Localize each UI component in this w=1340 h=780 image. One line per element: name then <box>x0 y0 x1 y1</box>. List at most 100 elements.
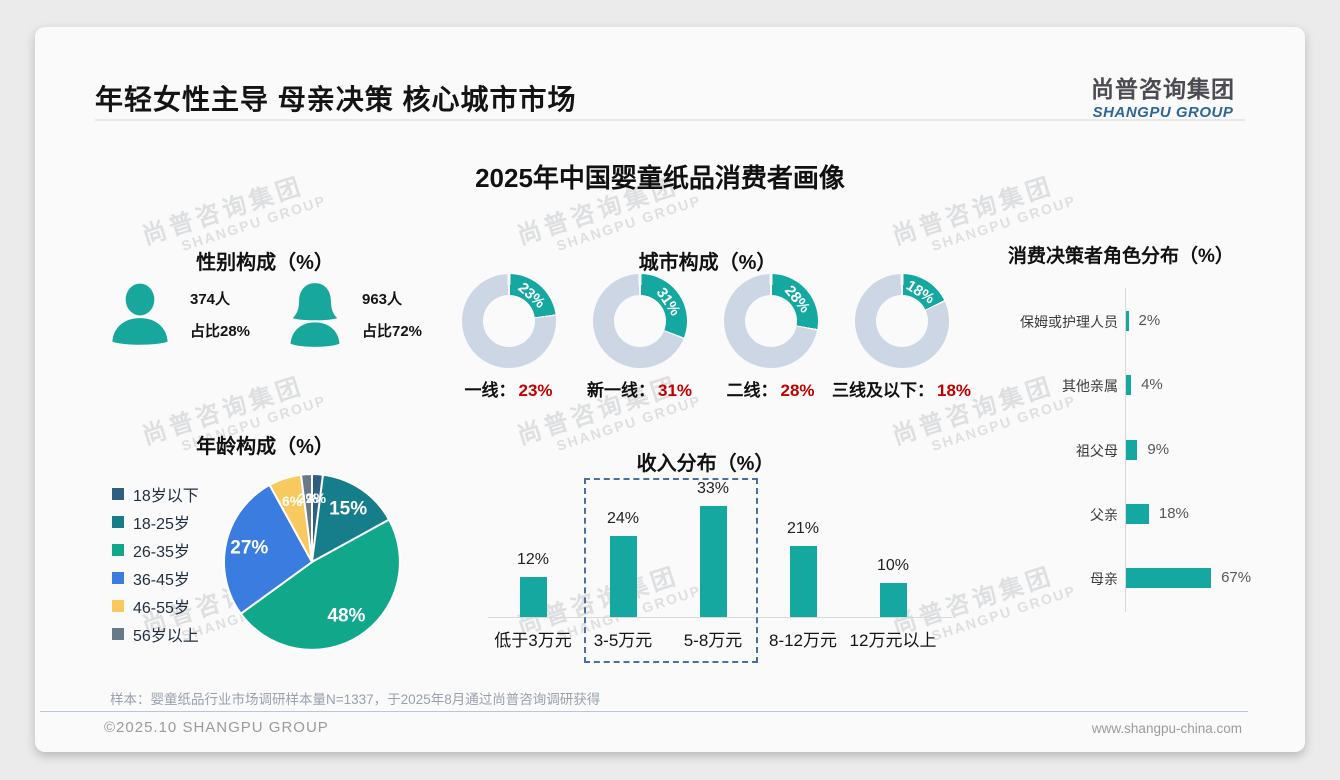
donut-caption-value: 18% <box>936 381 972 400</box>
city-donut: 23% 一线： 23% <box>443 274 574 401</box>
role-bar <box>1126 311 1129 331</box>
income-value: 10% <box>876 557 910 575</box>
role-bar <box>1126 503 1149 524</box>
copyright-text: ©2025.10 SHANGPU GROUP <box>104 719 329 736</box>
footer-divider <box>40 711 1248 712</box>
donut-hole <box>875 295 928 347</box>
age-legend-item: 18-25岁 <box>112 508 199 536</box>
legend-label: 18-25岁 <box>133 516 190 533</box>
donut-ring: 18% <box>854 274 949 368</box>
pie-slice <box>223 483 313 615</box>
city-section-title: 城市构成（%） <box>638 252 777 274</box>
income-bar <box>879 583 907 617</box>
title-divider <box>95 119 1245 121</box>
income-xlabel: 3-5万元 <box>593 631 653 650</box>
decision-bar-chart: 保姆或护理人员 2% 其他亲属 4% 祖父母 9% 父亲 18% 母亲 67% <box>1000 288 1330 612</box>
role-value: 9% <box>1147 440 1170 458</box>
city-donut: 18% 三线及以下： 18% <box>832 274 971 401</box>
donut-caption-value: 23% <box>518 381 553 400</box>
legend-swatch <box>112 600 124 612</box>
role-value: 4% <box>1141 376 1163 394</box>
logo-en-text: SHANGPU GROUP <box>1092 104 1234 121</box>
donut-caption: 新一线： 31% <box>587 376 692 401</box>
legend-label: 56岁以上 <box>133 628 199 645</box>
income-axis-line <box>488 617 952 618</box>
income-section-title: 收入分布（%） <box>636 453 775 475</box>
income-value: 12% <box>516 550 550 568</box>
donut-hole <box>482 295 535 347</box>
decision-section-title: 消费决策者角色分布（%） <box>1008 246 1234 267</box>
pie-slice <box>239 518 401 651</box>
donut-caption-value: 28% <box>780 381 815 400</box>
age-legend: 18岁以下 18-25岁 26-35岁 36-45岁 46-55岁 56岁以上 <box>112 480 199 648</box>
age-legend-item: 56岁以上 <box>112 620 199 648</box>
sample-note: 样本：婴童纸品行业市场调研样本量N=1337，于2025年8月通过尚普咨询调研获… <box>110 692 601 707</box>
pie-slice <box>300 473 313 563</box>
donut-ring: 31% <box>592 274 687 368</box>
gender-section-title: 性别构成（%） <box>196 252 334 274</box>
donut-ring: 23% <box>461 274 556 368</box>
role-label: 祖父母 <box>1076 442 1118 459</box>
role-value: 18% <box>1158 504 1189 522</box>
income-bar <box>699 505 727 617</box>
legend-swatch <box>112 488 124 500</box>
city-donut-row: 23% 一线： 23% 31% 新一线： 31% 28% 二线： 28% 18% 三线及以下： 18% <box>443 274 971 401</box>
income-value: 24% <box>606 510 640 528</box>
donut-caption-label: 新一线： <box>586 381 655 400</box>
income-value: 33% <box>696 479 730 497</box>
donut-caption-label: 二线： <box>726 381 778 400</box>
city-donut: 28% 二线： 28% <box>705 274 836 401</box>
age-legend-item: 46-55岁 <box>112 592 199 620</box>
role-value: 2% <box>1138 312 1161 329</box>
decision-axis-line <box>1125 288 1126 612</box>
female-icon <box>281 281 349 356</box>
income-xlabel: 低于3万元 <box>494 631 572 650</box>
age-section-title: 年龄构成（%） <box>196 436 334 458</box>
legend-label: 18岁以下 <box>133 488 199 505</box>
legend-label: 46-55岁 <box>133 600 190 617</box>
income-highlight-box <box>584 478 758 663</box>
age-legend-item: 26-35岁 <box>112 536 199 564</box>
income-bar <box>609 536 637 617</box>
income-xlabel: 5-8万元 <box>683 631 743 650</box>
income-bar <box>789 546 817 617</box>
role-bar <box>1126 439 1138 460</box>
slide-card <box>35 27 1305 752</box>
role-label: 其他亲属 <box>1062 378 1118 395</box>
donut-caption-label: 三线及以下： <box>831 381 934 400</box>
legend-swatch <box>112 544 124 556</box>
legend-label: 36-45岁 <box>133 572 190 589</box>
age-legend-item: 36-45岁 <box>112 564 199 592</box>
donut-caption: 二线： 28% <box>726 376 814 401</box>
role-value: 67% <box>1221 569 1252 586</box>
male-count: 374人 <box>190 291 231 308</box>
female-count: 963人 <box>362 291 403 308</box>
legend-swatch <box>112 572 124 584</box>
pie-label: 2% <box>306 490 327 506</box>
pie-label: 15% <box>329 498 367 519</box>
income-bar <box>519 576 547 617</box>
pie-label: 2% <box>298 490 319 506</box>
male-share: 占比28% <box>190 323 251 340</box>
logo-cn-text: 尚普咨询集团 <box>1091 76 1235 102</box>
donut-ring: 28% <box>723 274 818 368</box>
role-label: 父亲 <box>1090 506 1118 523</box>
donut-caption: 一线： 23% <box>464 376 552 401</box>
infographic-title: 2025年中国婴童纸品消费者画像 <box>475 163 845 193</box>
page-title: 年轻女性主导 母亲决策 核心城市市场 <box>95 84 577 115</box>
age-legend-item: 18岁以下 <box>112 480 199 508</box>
income-xlabel: 8-12万元 <box>768 631 838 650</box>
pie-slice <box>311 473 391 563</box>
income-bar-chart: 12% 低于3万元 24% 3-5万元 33% 5-8万元 21% 8-12万元 10% 12万元… <box>486 480 956 664</box>
donut-hole <box>744 295 797 347</box>
female-share: 占比72% <box>362 323 423 340</box>
city-donut: 31% 新一线： 31% <box>574 274 705 401</box>
income-value: 21% <box>786 520 820 538</box>
role-bar <box>1126 375 1132 396</box>
income-xlabel: 12万元以上 <box>849 631 937 650</box>
pie-label: 6% <box>282 493 303 509</box>
age-pie-chart: 2% 15% 48% 27% 6% 2% <box>221 471 403 653</box>
company-logo: 尚普咨询集团 SHANGPU GROUP <box>1086 70 1240 121</box>
donut-caption: 三线及以下： 18% <box>832 376 971 401</box>
role-label: 保姆或护理人员 <box>1020 314 1118 330</box>
